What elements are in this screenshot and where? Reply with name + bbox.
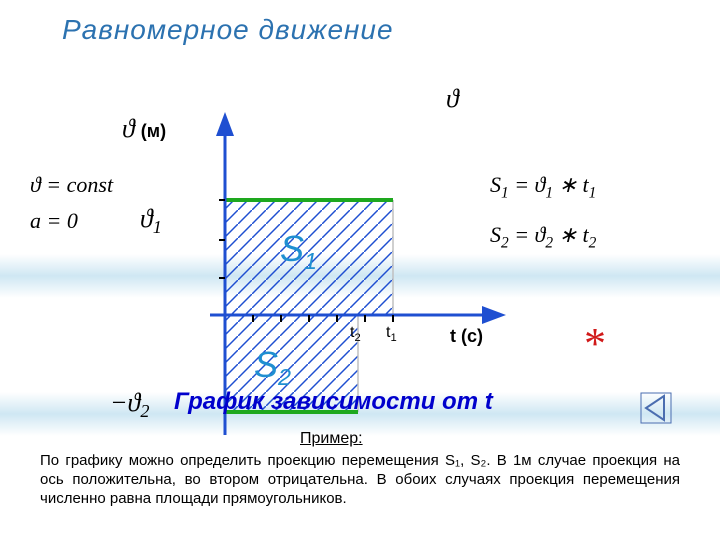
t1-label: t1	[386, 324, 397, 344]
example-head-text: Пример	[300, 430, 358, 447]
s1-text: S	[280, 228, 304, 269]
triangle-left-icon	[640, 392, 672, 424]
s1-label: S1	[280, 228, 317, 275]
asterisk-icon: *	[584, 318, 606, 369]
example-heading: Пример:	[300, 430, 363, 448]
back-button[interactable]	[640, 392, 672, 424]
chart-subtitle: График зависимости от t	[174, 388, 493, 416]
s2-text: S	[254, 344, 278, 385]
example-body: По графику можно определить проекцию пер…	[40, 452, 680, 508]
s2-subtext: 2	[278, 364, 291, 390]
x-axis-label: t (с)	[450, 326, 483, 347]
t2-label: t2	[350, 324, 361, 344]
s2-label: S2	[254, 344, 291, 391]
t1-sub: 1	[390, 332, 396, 344]
t2-sub: 2	[354, 332, 360, 344]
s1-subtext: 1	[304, 248, 317, 274]
